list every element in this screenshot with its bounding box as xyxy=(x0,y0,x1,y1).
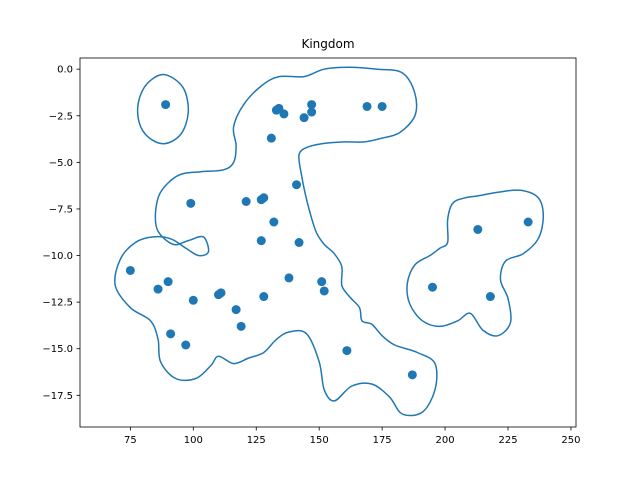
x-tick-label: 175 xyxy=(373,435,392,446)
data-point-28 xyxy=(317,277,327,287)
x-tick-label: 250 xyxy=(561,435,580,446)
x-tick-label: 125 xyxy=(247,435,266,446)
plot-frame xyxy=(79,57,577,428)
data-point-21 xyxy=(163,277,173,287)
data-point-22 xyxy=(188,295,198,305)
x-tick-label: 150 xyxy=(310,435,329,446)
y-tick-label: −2.5 xyxy=(49,111,73,122)
data-point-12 xyxy=(186,198,196,208)
data-point-20 xyxy=(153,284,163,294)
points-layer xyxy=(125,100,533,380)
data-point-16 xyxy=(269,217,279,227)
data-point-31 xyxy=(166,329,176,339)
contour-layer xyxy=(114,66,545,417)
data-point-17 xyxy=(256,236,266,246)
data-point-13 xyxy=(241,197,251,206)
y-tick-label: 0.0 xyxy=(57,65,73,76)
data-point-24 xyxy=(216,288,226,298)
data-point-29 xyxy=(319,286,329,296)
data-point-26 xyxy=(259,292,269,302)
x-tick-label: 200 xyxy=(436,435,455,446)
data-point-5 xyxy=(299,113,309,123)
data-point-32 xyxy=(181,340,191,350)
data-point-10 xyxy=(266,133,276,143)
y-tick-label: −15.0 xyxy=(42,344,73,355)
data-point-15 xyxy=(259,193,269,203)
data-point-34 xyxy=(407,370,417,380)
data-point-19 xyxy=(125,265,135,275)
data-point-7 xyxy=(307,100,317,110)
data-point-27 xyxy=(284,273,294,283)
y-tick-label: −17.5 xyxy=(42,391,73,402)
x-axis: 75 100 125 150 175 200 225 250 xyxy=(124,427,581,446)
data-point-30 xyxy=(236,321,246,331)
y-axis: 0.0 −2.5 −5.0 −7.5 −10.0 −12.5 −15.0 −17.5 xyxy=(42,65,80,402)
data-point-36 xyxy=(473,224,483,234)
data-point-38 xyxy=(523,217,533,227)
data-point-37 xyxy=(485,292,495,302)
x-tick-label: 75 xyxy=(124,435,137,446)
y-tick-label: −7.5 xyxy=(49,204,73,215)
data-point-1 xyxy=(161,100,171,110)
x-tick-label: 100 xyxy=(184,435,203,446)
data-point-33 xyxy=(342,346,352,356)
data-point-6 xyxy=(307,107,317,117)
region-contour-1 xyxy=(136,73,190,145)
data-point-35 xyxy=(427,282,437,292)
x-tick-label: 225 xyxy=(498,435,517,446)
y-tick-label: −12.5 xyxy=(42,298,73,309)
chart-title: Kingdom xyxy=(301,37,354,51)
data-point-25 xyxy=(231,305,241,315)
data-point-4 xyxy=(279,109,289,119)
y-tick-label: −5.0 xyxy=(49,158,73,169)
data-point-11 xyxy=(292,180,302,190)
region-contour-3 xyxy=(406,189,545,337)
y-tick-label: −10.0 xyxy=(42,251,73,262)
data-point-18 xyxy=(294,238,304,247)
region-contour-2 xyxy=(114,66,438,417)
data-point-8 xyxy=(362,101,372,111)
data-point-9 xyxy=(377,101,387,111)
